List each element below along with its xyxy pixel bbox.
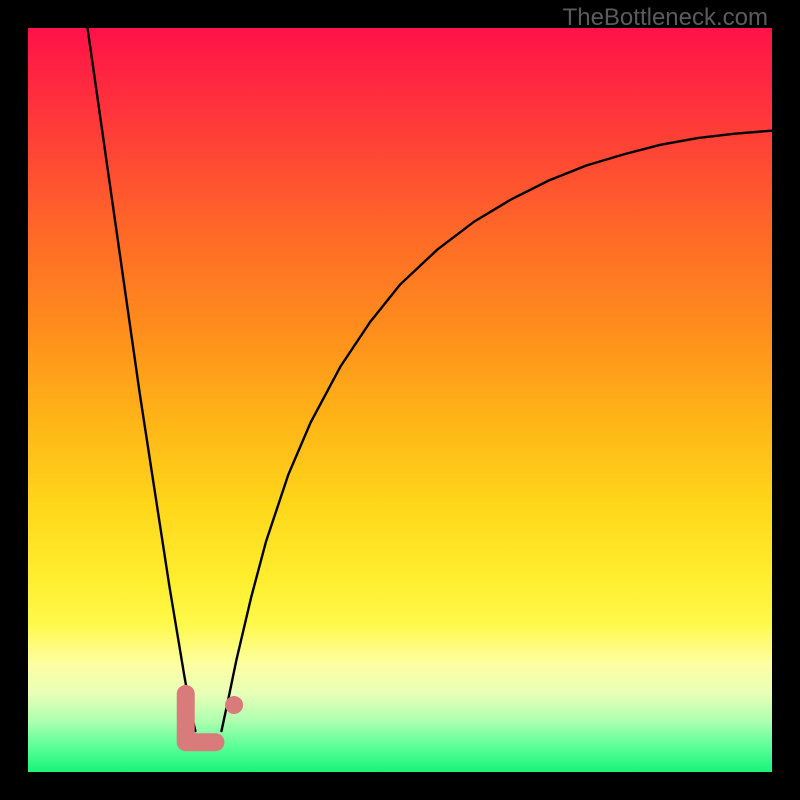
chart-frame: TheBottleneck.com xyxy=(0,0,800,800)
highlight-dot-mark xyxy=(225,696,243,714)
bottleneck-chart xyxy=(28,28,772,772)
watermark-text: TheBottleneck.com xyxy=(563,4,768,32)
